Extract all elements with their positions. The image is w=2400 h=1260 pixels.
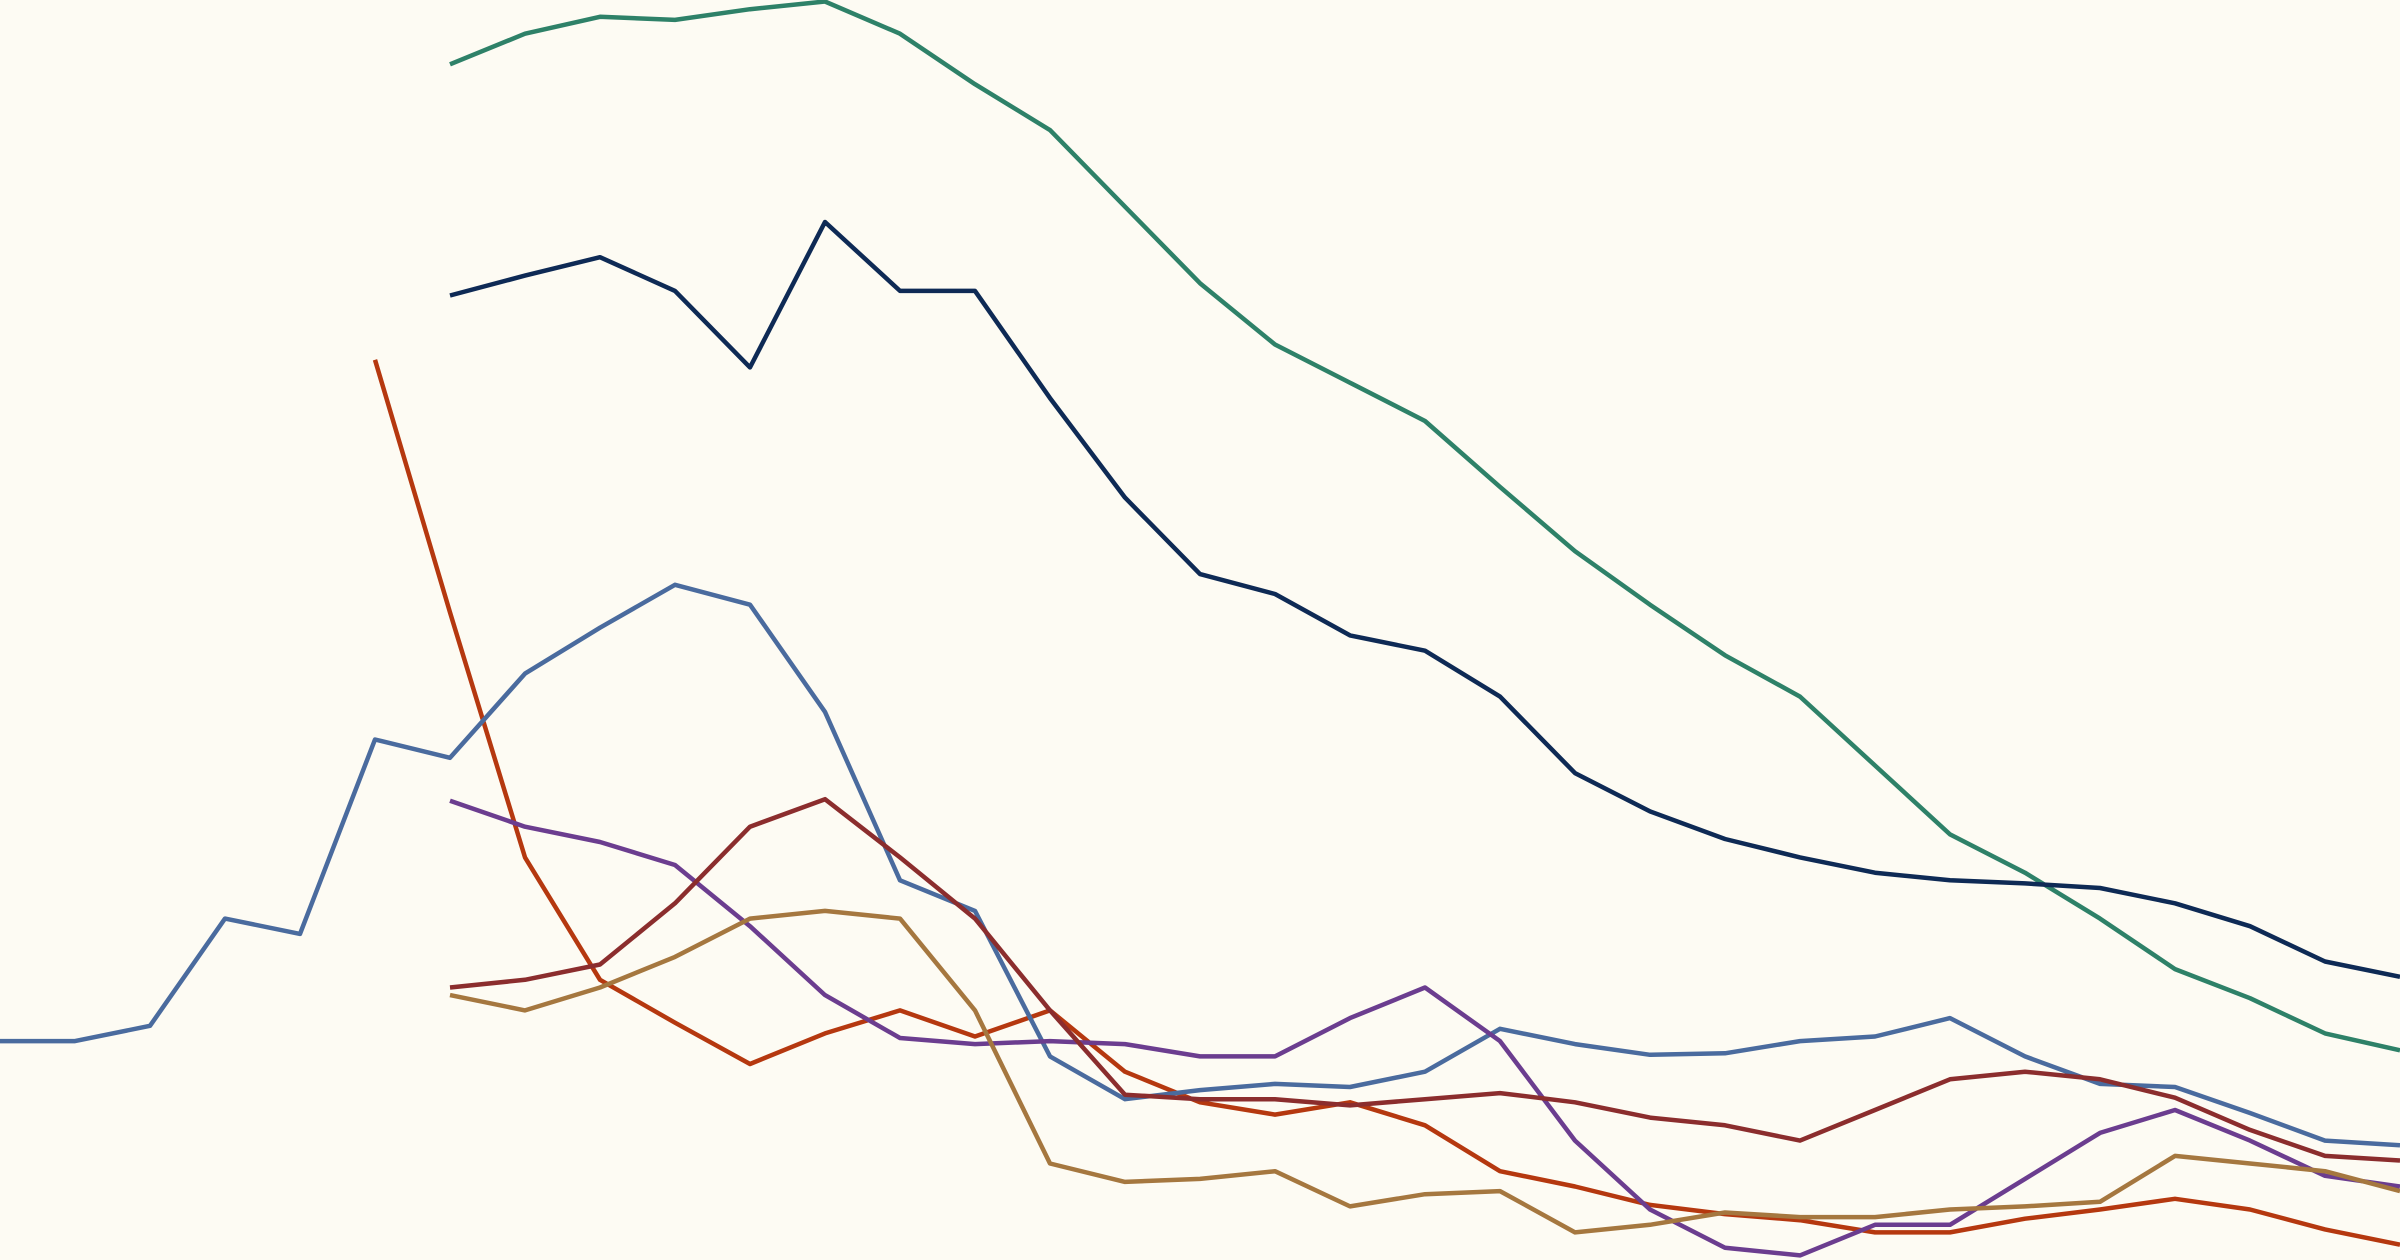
- series-line: [449, 796, 2400, 1163]
- series-line: [449, 908, 2400, 1235]
- series-line: [0, 582, 2400, 1148]
- series-line: [449, 0, 2400, 1053]
- series-line: [449, 219, 2400, 980]
- series-line: [372, 359, 2400, 1247]
- series-line: [449, 798, 2400, 1258]
